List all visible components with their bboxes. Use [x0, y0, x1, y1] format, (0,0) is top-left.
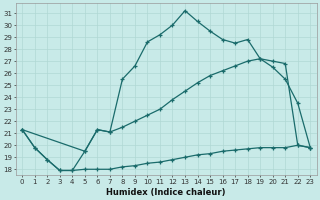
X-axis label: Humidex (Indice chaleur): Humidex (Indice chaleur) [107, 188, 226, 197]
